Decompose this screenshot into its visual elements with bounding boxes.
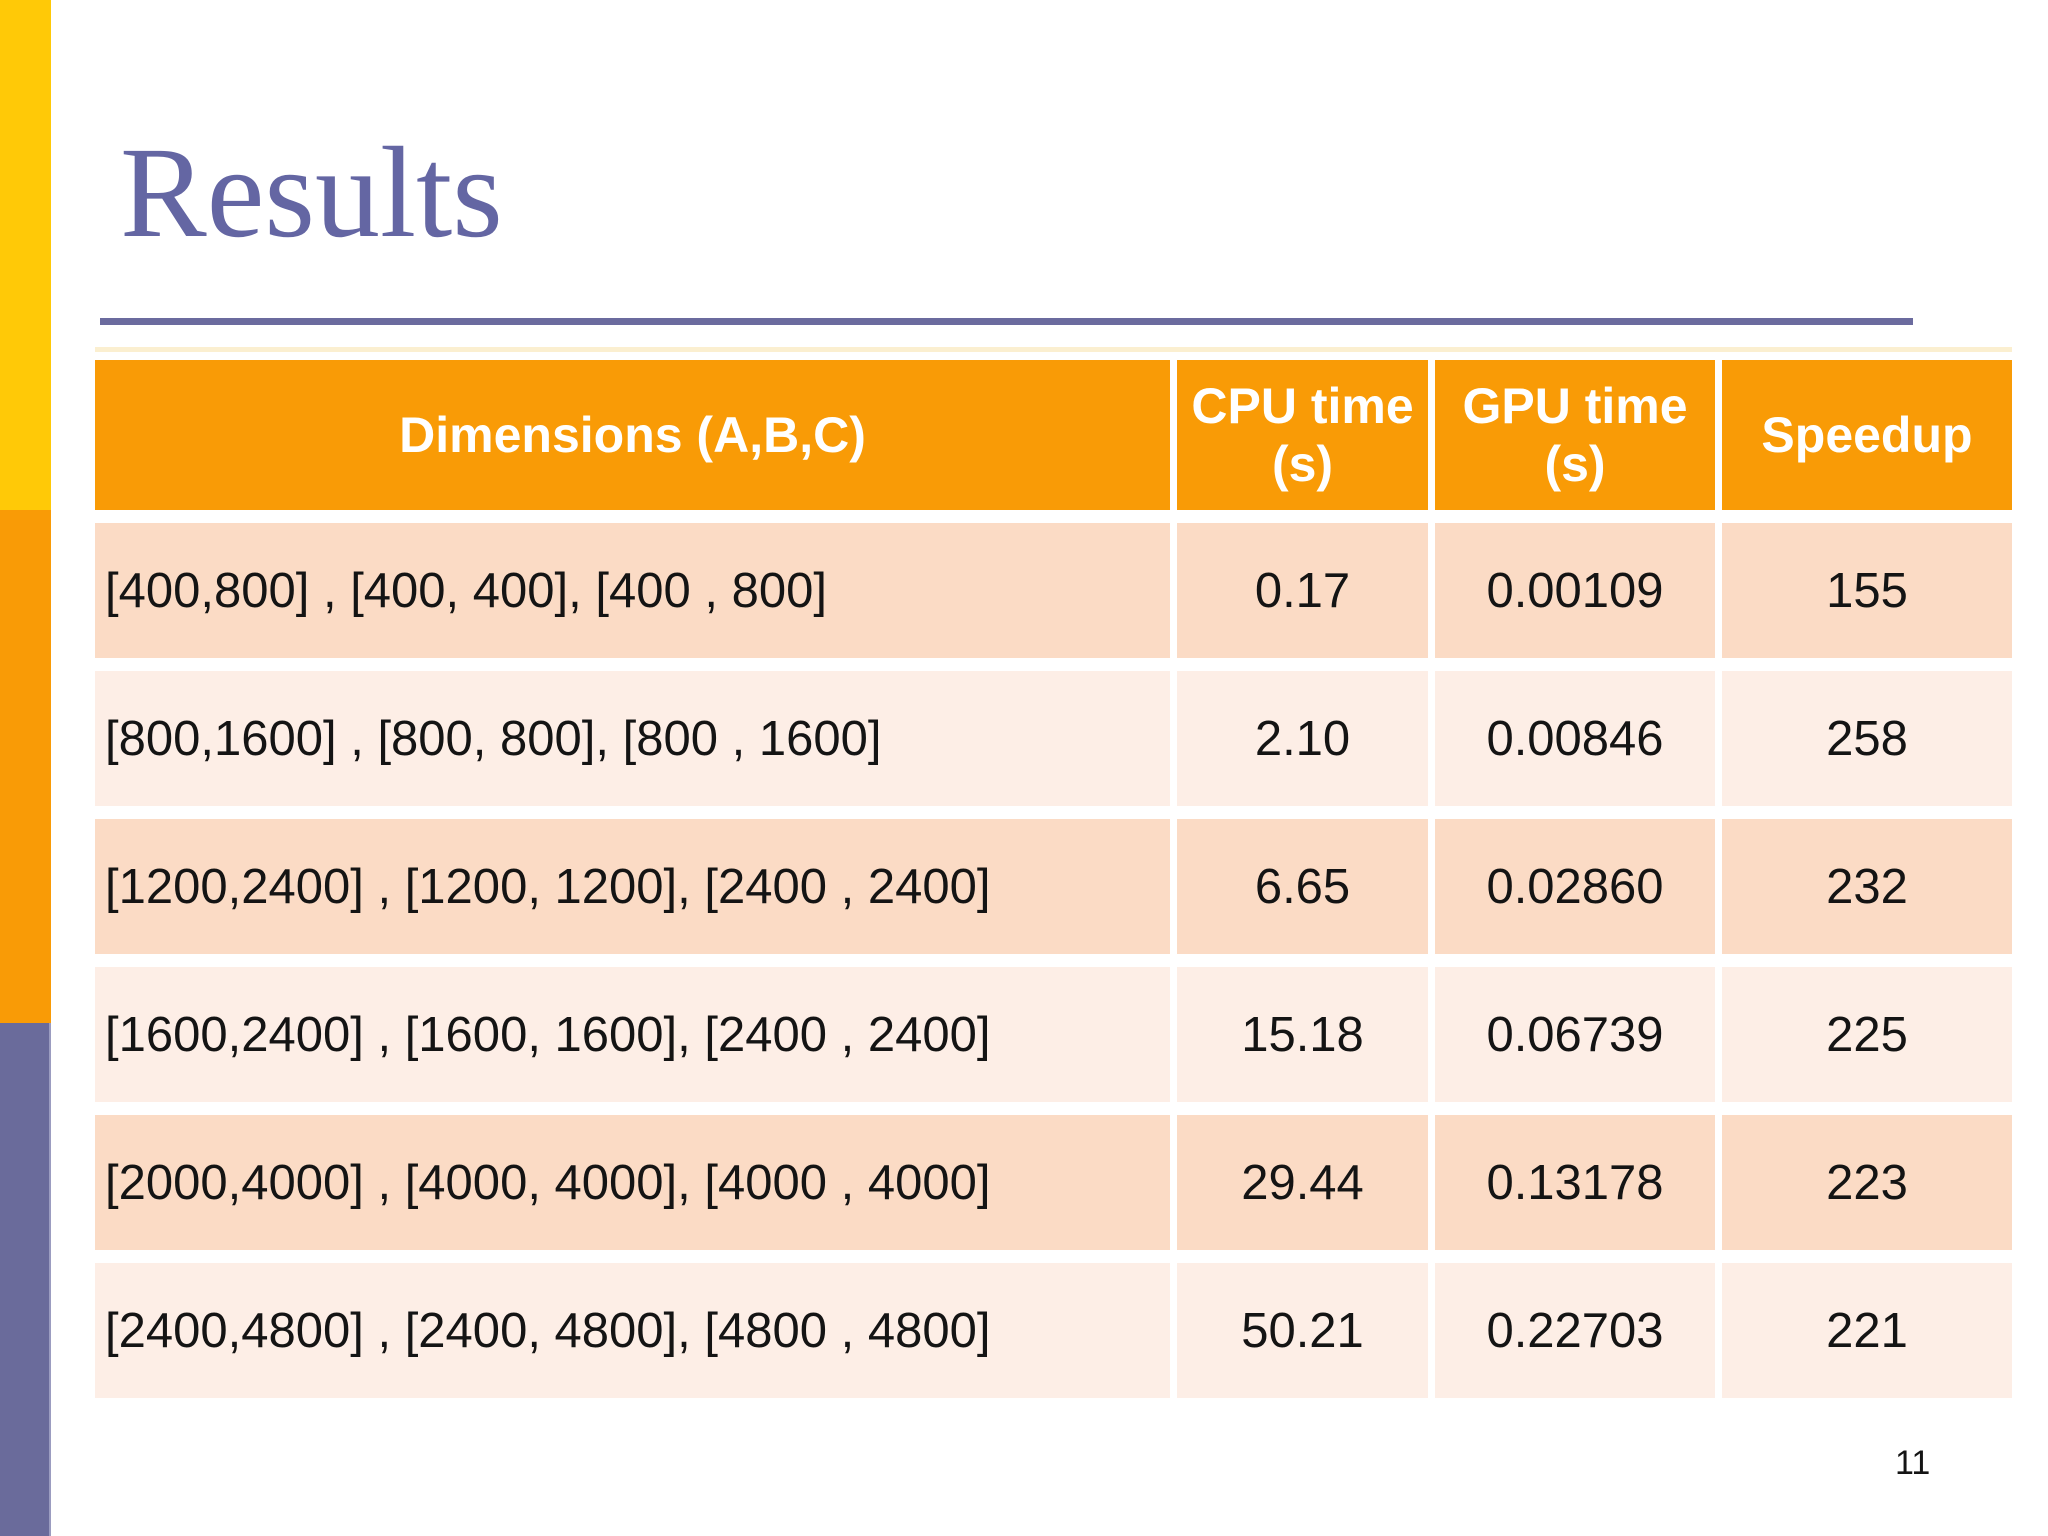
title-underline [100,318,1913,325]
cpu-time-cell: 15.18 [1177,967,1428,1102]
results-table: Dimensions (A,B,C) CPU time (s) GPU time… [95,360,2012,1411]
gpu-time-cell: 0.22703 [1435,1263,1715,1398]
page-number: 11 [1895,1444,1931,1482]
speedup-cell: 225 [1722,967,2012,1102]
left-accent-bar [0,0,51,1536]
dimensions-cell: [2400,4800] , [2400, 4800], [4800 , 4800… [95,1263,1170,1398]
speedup-cell: 223 [1722,1115,2012,1250]
table-row: [1200,2400] , [1200, 1200], [2400 , 2400… [95,819,2012,954]
header-speedup: Speedup [1722,360,2012,510]
table-row: [2400,4800] , [2400, 4800], [4800 , 4800… [95,1263,2012,1398]
gpu-time-cell: 0.13178 [1435,1115,1715,1250]
gpu-time-cell: 0.02860 [1435,819,1715,954]
table-row: [1600,2400] , [1600, 1600], [2400 , 2400… [95,967,2012,1102]
cpu-time-cell: 0.17 [1177,523,1428,658]
cpu-time-cell: 2.10 [1177,671,1428,806]
header-dimensions: Dimensions (A,B,C) [95,360,1170,510]
speedup-cell: 258 [1722,671,2012,806]
gpu-time-cell: 0.00846 [1435,671,1715,806]
table-body: [400,800] , [400, 400], [400 , 800] 0.17… [95,523,2012,1398]
speedup-cell: 232 [1722,819,2012,954]
accent-segment-purple [0,1023,51,1536]
dimensions-cell: [1200,2400] , [1200, 1200], [2400 , 2400… [95,819,1170,954]
dimensions-cell: [800,1600] , [800, 800], [800 , 1600] [95,671,1170,806]
accent-segment-yellow [0,0,51,510]
dimensions-cell: [2000,4000] , [4000, 4000], [4000 , 4000… [95,1115,1170,1250]
table-row: [2000,4000] , [4000, 4000], [4000 , 4000… [95,1115,2012,1250]
cpu-time-cell: 50.21 [1177,1263,1428,1398]
table-top-stripe [95,347,2012,352]
cpu-time-cell: 6.65 [1177,819,1428,954]
accent-segment-orange [0,510,51,1023]
table-header-row: Dimensions (A,B,C) CPU time (s) GPU time… [95,360,2012,510]
page-title: Results [120,121,503,265]
table-row: [800,1600] , [800, 800], [800 , 1600] 2.… [95,671,2012,806]
speedup-cell: 155 [1722,523,2012,658]
gpu-time-cell: 0.06739 [1435,967,1715,1102]
dimensions-cell: [1600,2400] , [1600, 1600], [2400 , 2400… [95,967,1170,1102]
header-cpu-time: CPU time (s) [1177,360,1428,510]
dimensions-cell: [400,800] , [400, 400], [400 , 800] [95,523,1170,658]
header-gpu-time: GPU time (s) [1435,360,1715,510]
gpu-time-cell: 0.00109 [1435,523,1715,658]
table-row: [400,800] , [400, 400], [400 , 800] 0.17… [95,523,2012,658]
speedup-cell: 221 [1722,1263,2012,1398]
cpu-time-cell: 29.44 [1177,1115,1428,1250]
